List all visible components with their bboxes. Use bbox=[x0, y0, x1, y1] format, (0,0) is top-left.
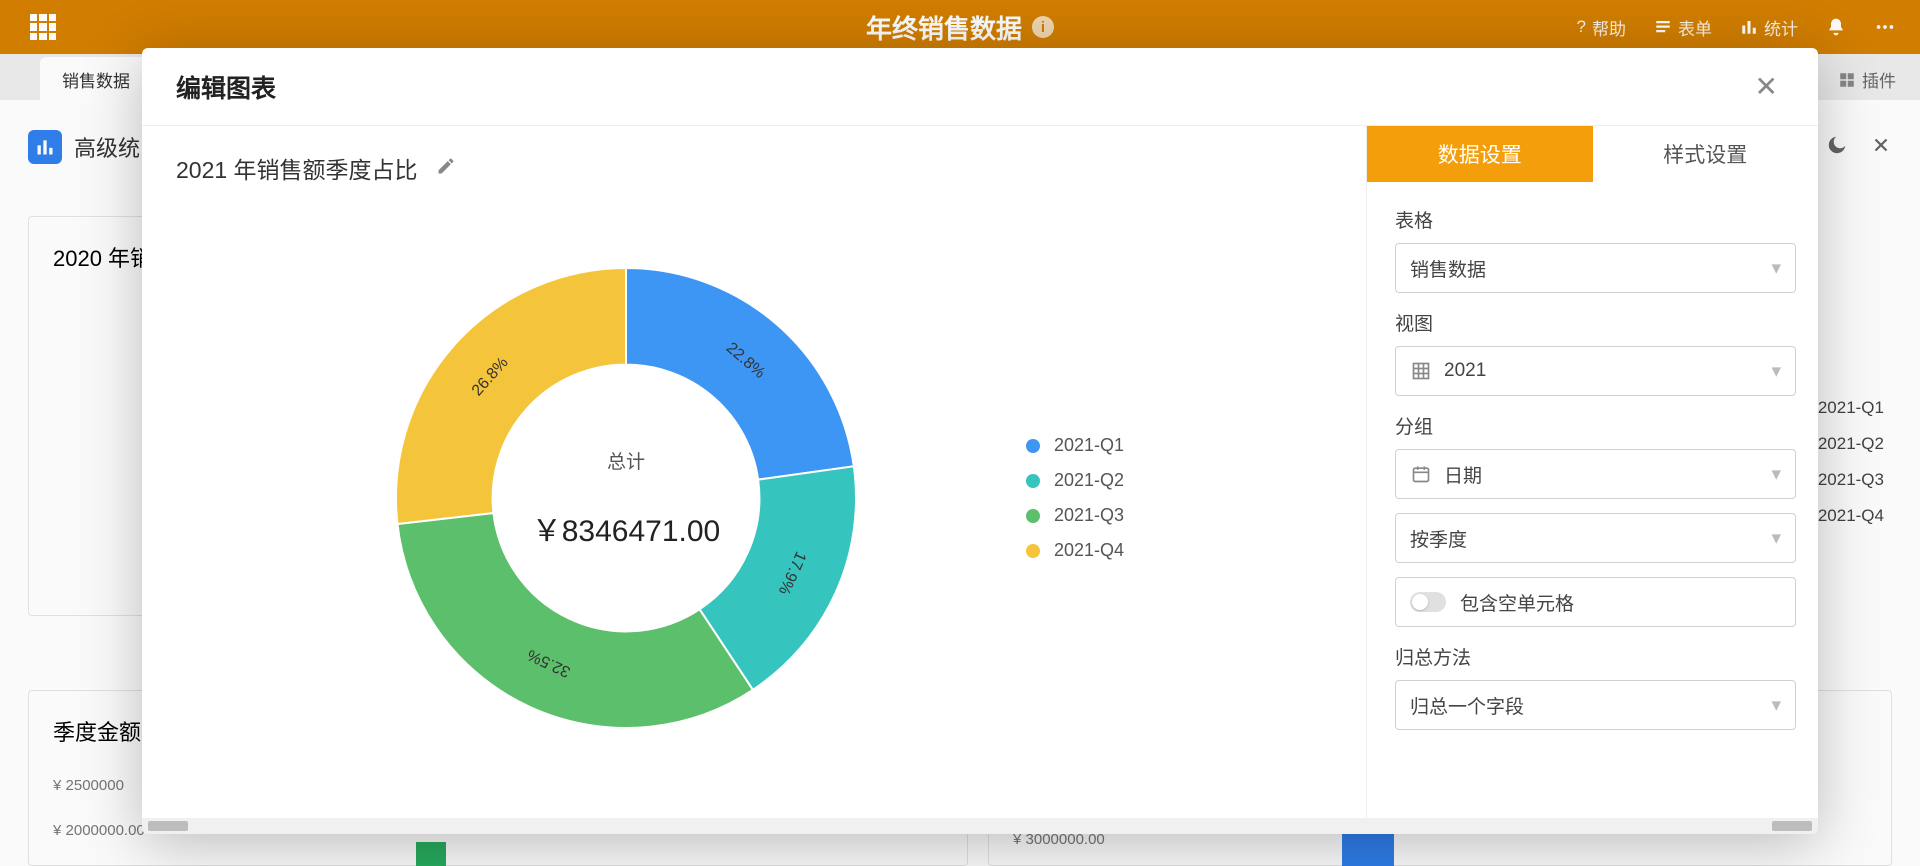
toggle-label: 包含空单元格 bbox=[1460, 589, 1574, 616]
toggle-include-empty[interactable]: 包含空单元格 bbox=[1395, 577, 1796, 627]
legend-label: 2021-Q1 bbox=[1054, 435, 1124, 456]
select-view-value: 2021 bbox=[1444, 360, 1486, 382]
tab-style-settings[interactable]: 样式设置 bbox=[1593, 126, 1819, 182]
select-table-value: 销售数据 bbox=[1410, 255, 1486, 282]
donut-chart: 22.8%17.9%32.5%26.8% 总计 ￥8346471.00 bbox=[386, 258, 866, 738]
close-icon[interactable]: ✕ bbox=[1749, 64, 1784, 109]
chart-preview-panel: 2021 年销售额季度占比 22.8%17.9%32.5%26.8% 总计 ￥8… bbox=[142, 126, 1366, 818]
legend-item[interactable]: 2021-Q3 bbox=[1026, 505, 1124, 526]
select-group-gran-value: 按季度 bbox=[1410, 525, 1467, 552]
settings-panel: 数据设置 样式设置 表格 销售数据 ▾ 视图 2021 ▾ 分组 bbox=[1366, 126, 1818, 818]
select-group-field[interactable]: 日期 ▾ bbox=[1395, 449, 1796, 499]
legend-label: 2021-Q2 bbox=[1054, 470, 1124, 491]
select-aggregate[interactable]: 归总一个字段 ▾ bbox=[1395, 680, 1796, 730]
select-aggregate-value: 归总一个字段 bbox=[1410, 692, 1524, 719]
chevron-down-icon: ▾ bbox=[1771, 257, 1781, 280]
chevron-down-icon: ▾ bbox=[1771, 360, 1781, 383]
legend-swatch bbox=[1026, 509, 1040, 523]
chart-legend: 2021-Q1 2021-Q2 2021-Q3 2021-Q4 bbox=[1026, 435, 1124, 561]
donut-center-value: ￥8346471.00 bbox=[532, 506, 721, 550]
legend-label: 2021-Q3 bbox=[1054, 505, 1124, 526]
edit-chart-modal: 编辑图表 ✕ 2021 年销售额季度占比 22.8%17.9%32.5%26.8… bbox=[142, 48, 1818, 834]
edit-title-icon[interactable] bbox=[436, 156, 456, 181]
modal-header: 编辑图表 ✕ bbox=[142, 48, 1818, 126]
legend-swatch bbox=[1026, 474, 1040, 488]
select-group-granularity[interactable]: 按季度 ▾ bbox=[1395, 513, 1796, 563]
legend-label: 2021-Q4 bbox=[1054, 540, 1124, 561]
section-view-label: 视图 bbox=[1395, 309, 1796, 336]
chevron-down-icon: ▾ bbox=[1771, 694, 1781, 717]
chevron-down-icon: ▾ bbox=[1771, 527, 1781, 550]
section-group-label: 分组 bbox=[1395, 412, 1796, 439]
legend-swatch bbox=[1026, 544, 1040, 558]
modal-horizontal-scrollbar[interactable] bbox=[142, 818, 1818, 834]
select-table[interactable]: 销售数据 ▾ bbox=[1395, 243, 1796, 293]
chevron-down-icon: ▾ bbox=[1771, 463, 1781, 486]
select-group-field-value: 日期 bbox=[1444, 461, 1482, 488]
chart-title: 2021 年销售额季度占比 bbox=[176, 151, 418, 185]
legend-item[interactable]: 2021-Q2 bbox=[1026, 470, 1124, 491]
tab-data-settings[interactable]: 数据设置 bbox=[1367, 126, 1593, 182]
legend-swatch bbox=[1026, 439, 1040, 453]
section-aggregate-label: 归总方法 bbox=[1395, 643, 1796, 670]
select-view[interactable]: 2021 ▾ bbox=[1395, 346, 1796, 396]
modal-title: 编辑图表 bbox=[176, 69, 276, 105]
donut-center-label: 总计 bbox=[607, 447, 645, 474]
section-table-label: 表格 bbox=[1395, 206, 1796, 233]
calendar-icon bbox=[1410, 464, 1432, 484]
legend-item[interactable]: 2021-Q4 bbox=[1026, 540, 1124, 561]
grid-icon bbox=[1410, 361, 1432, 381]
toggle-switch[interactable] bbox=[1410, 592, 1446, 612]
legend-item[interactable]: 2021-Q1 bbox=[1026, 435, 1124, 456]
